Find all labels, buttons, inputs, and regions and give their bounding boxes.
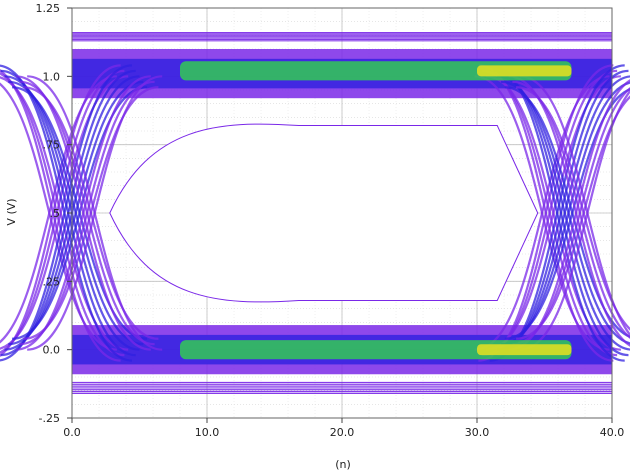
high-density-highlight-peak: [477, 65, 572, 77]
x-tick-label: 10.0: [195, 426, 220, 439]
transition-left-falling: [0, 76, 129, 351]
eye-traces: [0, 31, 630, 394]
x-tick-label: 0.0: [63, 426, 81, 439]
x-tick-label: 30.0: [465, 426, 490, 439]
x-ticks: 0.0 10.0 20.0 30.0 40.0: [63, 418, 624, 439]
transition-right-falling: [504, 86, 630, 338]
y-tick-label: -.25: [39, 412, 60, 425]
transition-left-falling: [27, 75, 163, 351]
eye-opening-edge: [109, 123, 539, 303]
transition-left-falling: [12, 86, 148, 340]
low-density-highlight: [180, 340, 572, 360]
y-axis-label: V (V): [5, 198, 18, 225]
x-tick-label: 20.0: [330, 426, 355, 439]
y-ticks: -.25 0.0 .25 .5 .75 1.0 1.25: [36, 2, 72, 425]
y-tick-label: .75: [43, 139, 61, 152]
transition-right-falling: [519, 75, 630, 337]
x-axis-label: (n): [335, 458, 351, 471]
y-tick-label: 1.25: [36, 2, 61, 15]
y-tick-label: 0.0: [43, 344, 61, 357]
y-tick-label: 1.0: [43, 70, 61, 83]
low-density-highlight-peak: [477, 344, 572, 356]
high-density-highlight: [180, 61, 572, 81]
y-tick-label: .5: [50, 207, 61, 220]
transition-right-falling: [516, 86, 630, 331]
transition-right-falling: [474, 75, 610, 351]
transition-left-falling: [23, 86, 159, 340]
transition-right-falling: [485, 75, 621, 351]
x-tick-label: 40.0: [600, 426, 625, 439]
eye-opening: [109, 124, 538, 302]
y-tick-label: .25: [43, 275, 61, 288]
transition-left-falling: [0, 82, 117, 351]
